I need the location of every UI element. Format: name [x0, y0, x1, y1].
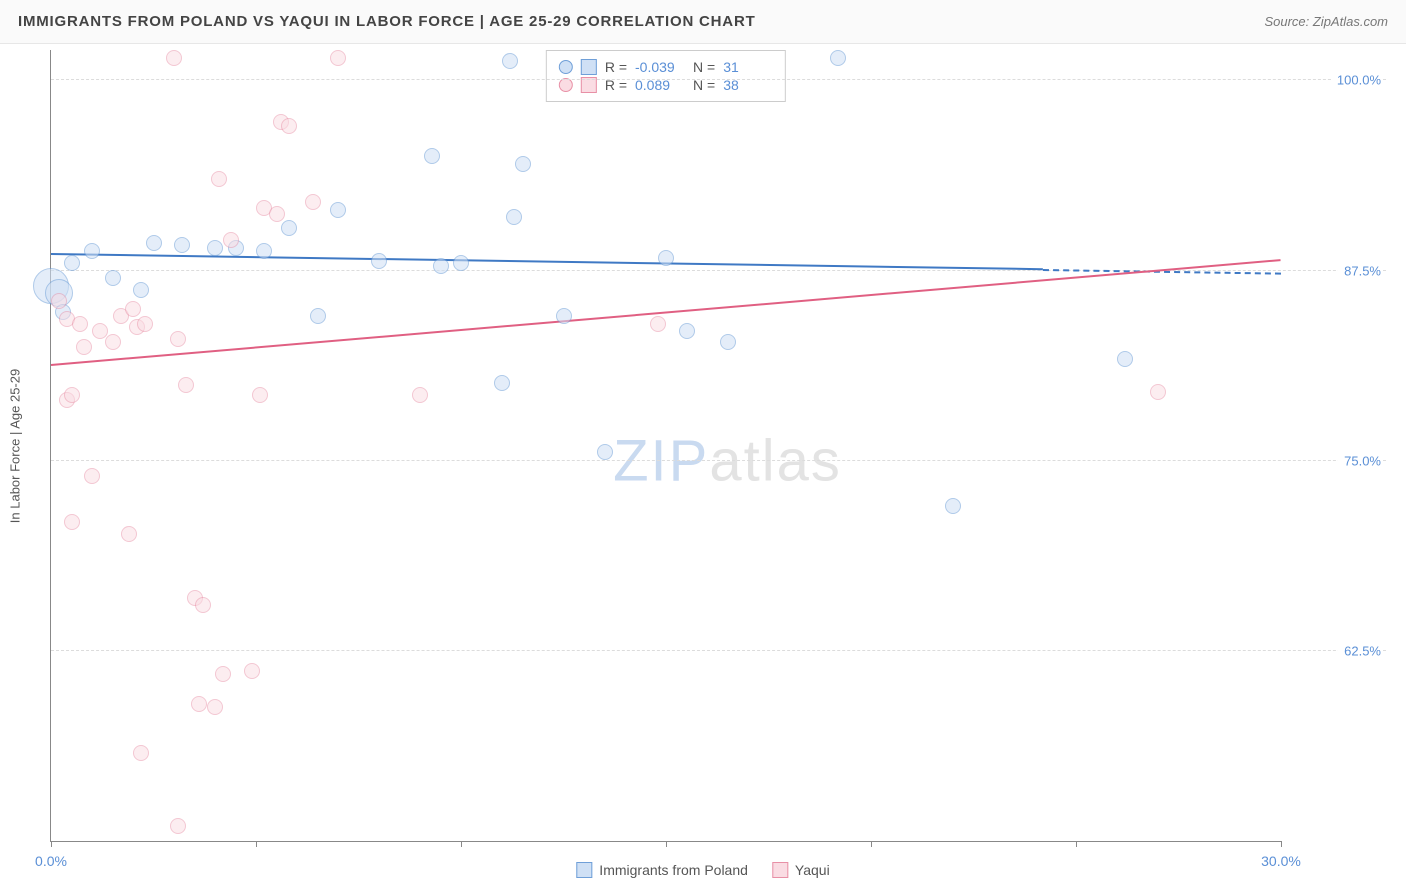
n-value: 31: [723, 59, 773, 75]
plot-region: ZIPatlas R = -0.039 N = 31 R = 0.089 N =…: [50, 50, 1281, 842]
stat-legend-row: R = -0.039 N = 31: [559, 59, 773, 75]
gridline: [51, 79, 1386, 80]
data-point: [515, 156, 531, 172]
data-point: [84, 243, 100, 259]
x-tick: [1281, 841, 1282, 847]
data-point: [830, 50, 846, 66]
data-point: [502, 53, 518, 69]
x-tick-label: 0.0%: [35, 853, 67, 869]
data-point: [133, 282, 149, 298]
data-point: [191, 696, 207, 712]
swatch-square-icon: [581, 59, 597, 75]
data-point: [281, 118, 297, 134]
data-point: [256, 243, 272, 259]
data-point: [137, 316, 153, 332]
data-point: [679, 323, 695, 339]
y-tick-label: 75.0%: [1338, 453, 1381, 468]
data-point: [330, 50, 346, 66]
data-point: [84, 468, 100, 484]
x-tick: [1076, 841, 1077, 847]
x-tick: [256, 841, 257, 847]
data-point: [330, 202, 346, 218]
data-point: [76, 339, 92, 355]
data-point: [64, 514, 80, 530]
watermark-bold: ZIP: [613, 429, 709, 494]
data-point: [105, 270, 121, 286]
y-tick-label: 87.5%: [1338, 263, 1381, 278]
data-point: [494, 375, 510, 391]
x-tick-label: 30.0%: [1261, 853, 1301, 869]
data-point: [424, 148, 440, 164]
data-point: [170, 331, 186, 347]
data-point: [269, 206, 285, 222]
data-point: [215, 666, 231, 682]
data-point: [166, 50, 182, 66]
data-point: [207, 240, 223, 256]
trend-line: [51, 253, 1043, 270]
data-point: [170, 818, 186, 834]
x-tick: [461, 841, 462, 847]
chart-header: IMMIGRANTS FROM POLAND VS YAQUI IN LABOR…: [0, 0, 1406, 44]
data-point: [244, 663, 260, 679]
data-point: [64, 255, 80, 271]
data-point: [252, 387, 268, 403]
data-point: [720, 334, 736, 350]
n-label: N =: [693, 59, 715, 75]
data-point: [305, 194, 321, 210]
gridline: [51, 650, 1386, 651]
data-point: [1117, 351, 1133, 367]
swatch-circle-icon: [559, 60, 573, 74]
data-point: [105, 334, 121, 350]
data-point: [207, 699, 223, 715]
stat-legend: R = -0.039 N = 31 R = 0.089 N = 38: [546, 50, 786, 102]
data-point: [125, 301, 141, 317]
chart-area: In Labor Force | Age 25-29 ZIPatlas R = …: [50, 50, 1386, 842]
r-label: R =: [605, 59, 627, 75]
chart-source: Source: ZipAtlas.com: [1264, 14, 1388, 29]
data-point: [146, 235, 162, 251]
data-point: [506, 209, 522, 225]
data-point: [650, 316, 666, 332]
x-tick: [666, 841, 667, 847]
data-point: [211, 171, 227, 187]
chart-title: IMMIGRANTS FROM POLAND VS YAQUI IN LABOR…: [18, 13, 756, 30]
data-point: [121, 526, 137, 542]
data-point: [371, 253, 387, 269]
data-point: [945, 498, 961, 514]
data-point: [453, 255, 469, 271]
data-point: [658, 250, 674, 266]
data-point: [51, 293, 67, 309]
y-axis-label: In Labor Force | Age 25-29: [8, 369, 23, 523]
swatch-square-icon: [772, 862, 788, 878]
y-tick-label: 62.5%: [1338, 643, 1381, 658]
data-point: [64, 387, 80, 403]
data-point: [195, 597, 211, 613]
data-point: [1150, 384, 1166, 400]
trend-line: [51, 259, 1281, 366]
legend-item: Yaqui: [772, 862, 830, 878]
data-point: [178, 377, 194, 393]
series-legend: Immigrants from Poland Yaqui: [576, 862, 829, 878]
data-point: [281, 220, 297, 236]
legend-item: Immigrants from Poland: [576, 862, 748, 878]
data-point: [174, 237, 190, 253]
data-point: [556, 308, 572, 324]
watermark-light: atlas: [709, 429, 842, 494]
y-tick-label: 100.0%: [1331, 73, 1381, 88]
x-tick: [871, 841, 872, 847]
legend-label: Immigrants from Poland: [599, 862, 748, 878]
data-point: [223, 232, 239, 248]
data-point: [310, 308, 326, 324]
data-point: [72, 316, 88, 332]
legend-label: Yaqui: [795, 862, 830, 878]
data-point: [412, 387, 428, 403]
r-value: -0.039: [635, 59, 685, 75]
x-tick: [51, 841, 52, 847]
gridline: [51, 460, 1386, 461]
data-point: [597, 444, 613, 460]
data-point: [133, 745, 149, 761]
watermark: ZIPatlas: [613, 428, 842, 495]
data-point: [433, 258, 449, 274]
swatch-square-icon: [576, 862, 592, 878]
